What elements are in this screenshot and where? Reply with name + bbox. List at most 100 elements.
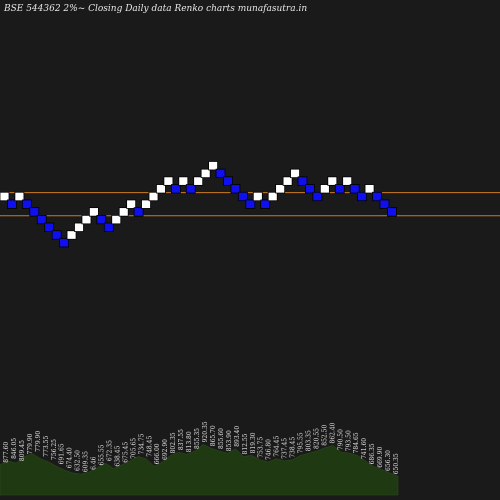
volume-label: 793.50 bbox=[345, 430, 352, 451]
renko-brick-up bbox=[267, 191, 278, 202]
renko-brick-down bbox=[357, 191, 368, 202]
volume-label: 748.45 bbox=[146, 436, 153, 457]
renko-brick-up bbox=[252, 191, 263, 202]
volume-label: 650.35 bbox=[393, 453, 400, 474]
volume-label: 609.35 bbox=[83, 451, 90, 472]
renko-brick-down bbox=[260, 199, 271, 209]
renko-brick-down bbox=[96, 214, 107, 225]
renko-brick-up bbox=[141, 199, 151, 209]
renko-brick-up bbox=[193, 176, 204, 186]
volume-label: 779.90 bbox=[27, 433, 34, 454]
renko-brick-up bbox=[111, 214, 122, 225]
volume-label: 738.45 bbox=[290, 437, 297, 458]
renko-brick-down bbox=[349, 184, 360, 194]
renko-brick-down bbox=[7, 199, 17, 209]
volume-area bbox=[0, 444, 399, 496]
volume-label: 737.45 bbox=[282, 438, 289, 459]
renko-brick-up bbox=[342, 176, 353, 186]
renko-brick-down bbox=[305, 184, 315, 194]
volume-label: 746.80 bbox=[266, 439, 273, 460]
volume-area-fill bbox=[0, 444, 399, 496]
volume-label: 819.30 bbox=[250, 432, 257, 453]
renko-brick-up bbox=[178, 176, 189, 186]
renko-brick-down bbox=[133, 207, 144, 217]
renko-brick-up bbox=[319, 184, 330, 194]
renko-brick-down bbox=[21, 199, 32, 209]
renko-brick-up bbox=[89, 207, 99, 217]
volume-label: 734.75 bbox=[138, 433, 145, 454]
volume-label: 705.65 bbox=[130, 438, 137, 459]
volume-label: 674.40 bbox=[67, 447, 74, 468]
renko-brick-down bbox=[334, 184, 345, 194]
renko-brick-up bbox=[126, 199, 137, 209]
renko-brick-up bbox=[14, 191, 25, 202]
renko-brick-down bbox=[245, 199, 256, 209]
volume-label: 672.35 bbox=[107, 440, 114, 461]
volume-label: 893.40 bbox=[234, 426, 241, 447]
volume-label: 756.25 bbox=[51, 439, 58, 460]
volume-label: 853.90 bbox=[226, 430, 233, 451]
renko-brick-up bbox=[0, 191, 10, 202]
renko-brick-up bbox=[200, 168, 211, 179]
volume-label: 691.65 bbox=[59, 443, 66, 464]
renko-brick-down bbox=[215, 168, 226, 179]
renko-brick-up bbox=[327, 176, 338, 186]
volume-label: 6.46 bbox=[91, 456, 98, 470]
volume-label: 855.60 bbox=[218, 428, 225, 449]
volume-labels: 877.60 846.05 809.45 779.90 779.90 773.55 756.… bbox=[3, 421, 400, 474]
volume-label: 803.35 bbox=[306, 430, 313, 451]
renko-brick-down bbox=[230, 184, 241, 194]
renko-brick-down bbox=[170, 184, 181, 194]
volume-label: 753.75 bbox=[258, 437, 265, 458]
volume-label: 632.50 bbox=[75, 450, 82, 471]
renko-brick-up bbox=[81, 214, 92, 225]
volume-label: 920.35 bbox=[202, 421, 209, 442]
renko-brick-up bbox=[66, 230, 77, 240]
renko-brick-down bbox=[237, 191, 248, 202]
volume-label: 852.50 bbox=[321, 425, 328, 446]
renko-brick-up bbox=[208, 161, 219, 171]
renko-brick-down bbox=[59, 238, 69, 248]
volume-label: 813.80 bbox=[186, 431, 193, 452]
renko-brick-down bbox=[36, 214, 47, 225]
volume-label: 877.60 bbox=[3, 442, 10, 463]
volume-label: 812.55 bbox=[242, 433, 249, 454]
volume-label: 846.05 bbox=[11, 438, 18, 459]
renko-brick-down bbox=[44, 222, 55, 232]
renko-brick-down bbox=[297, 176, 308, 186]
volume-label: 764.45 bbox=[274, 436, 281, 457]
renko-brick-up bbox=[275, 184, 286, 194]
chart-title: BSE 544362 2%~ Closing Daily data Renko … bbox=[3, 4, 307, 14]
volume-label: 779.90 bbox=[35, 431, 42, 452]
volume-label: 741.60 bbox=[361, 438, 368, 459]
renko-brick-up bbox=[148, 191, 159, 202]
renko-brick-down bbox=[185, 184, 196, 194]
volume-label: 655.55 bbox=[99, 444, 106, 465]
volume-label: 669.90 bbox=[377, 447, 384, 468]
volume-label: 790.50 bbox=[337, 429, 344, 450]
renko-brick-down bbox=[29, 207, 40, 217]
volume-label: 862.40 bbox=[329, 422, 336, 443]
volume-label: 656.30 bbox=[385, 450, 392, 471]
volume-label: 675.45 bbox=[122, 442, 129, 463]
renko-brick-up bbox=[156, 184, 166, 194]
renko-brick-up bbox=[364, 184, 375, 194]
renko-brick-up bbox=[74, 222, 84, 232]
volume-label: 837.55 bbox=[178, 429, 185, 450]
renko-brick-down bbox=[386, 207, 397, 217]
volume-label: 666.00 bbox=[154, 443, 161, 464]
volume-label: 802.35 bbox=[170, 432, 177, 453]
volume-label: 784.65 bbox=[353, 432, 360, 453]
renko-bricks bbox=[0, 161, 397, 248]
renko-brick-up bbox=[118, 207, 129, 217]
volume-label: 795.55 bbox=[298, 432, 305, 453]
volume-label: 865.70 bbox=[210, 425, 217, 446]
volume-label: 773.55 bbox=[43, 436, 50, 457]
volume-label: 820.55 bbox=[313, 428, 320, 449]
renko-brick-down bbox=[223, 176, 233, 186]
volume-label: 692.90 bbox=[162, 439, 169, 460]
renko-brick-down bbox=[379, 199, 390, 209]
renko-brick-up bbox=[163, 176, 174, 186]
